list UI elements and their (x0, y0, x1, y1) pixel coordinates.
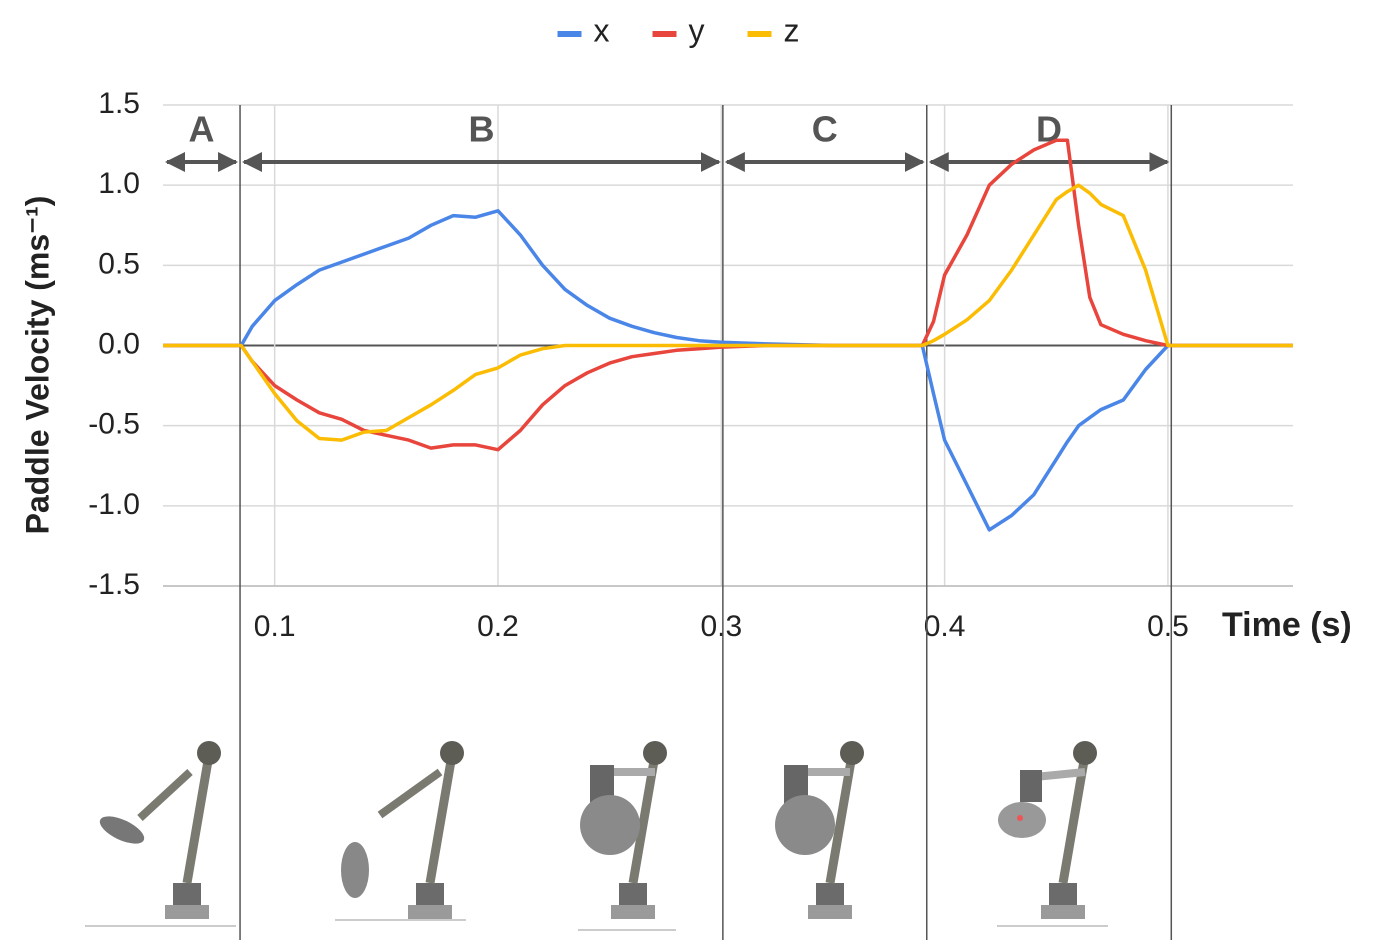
y-tick-label: -1.0 (88, 488, 140, 521)
y-tick-label: 0.5 (98, 247, 140, 280)
y-tick-label: 1.5 (98, 87, 140, 120)
x-axis-label: Time (s) (1222, 606, 1352, 644)
phase-label: B (468, 109, 494, 150)
line-series (163, 209, 1293, 532)
x-tick-label: 0.1 (254, 610, 296, 643)
x-tick-label: 0.2 (477, 610, 519, 643)
y-axis-label: Paddle Velocity (ms⁻¹) (19, 196, 55, 535)
x-tick-label: 0.3 (700, 610, 742, 643)
legend-label: x (594, 12, 610, 48)
y-tick-label: 1.0 (98, 167, 140, 200)
line-series (163, 138, 1293, 452)
y-tick-label: -1.5 (88, 568, 140, 601)
y-tick-label: 0.0 (98, 327, 140, 360)
line-series (163, 183, 1293, 442)
phase-label: C (812, 109, 838, 150)
legend-label: y (689, 12, 705, 48)
y-tick-label: -0.5 (88, 408, 140, 441)
legend-label: z (784, 12, 800, 48)
x-tick-label: 0.5 (1147, 610, 1189, 643)
x-tick-label: 0.4 (924, 610, 966, 643)
phase-label: A (189, 109, 215, 150)
robot-illustrations (85, 741, 1108, 931)
